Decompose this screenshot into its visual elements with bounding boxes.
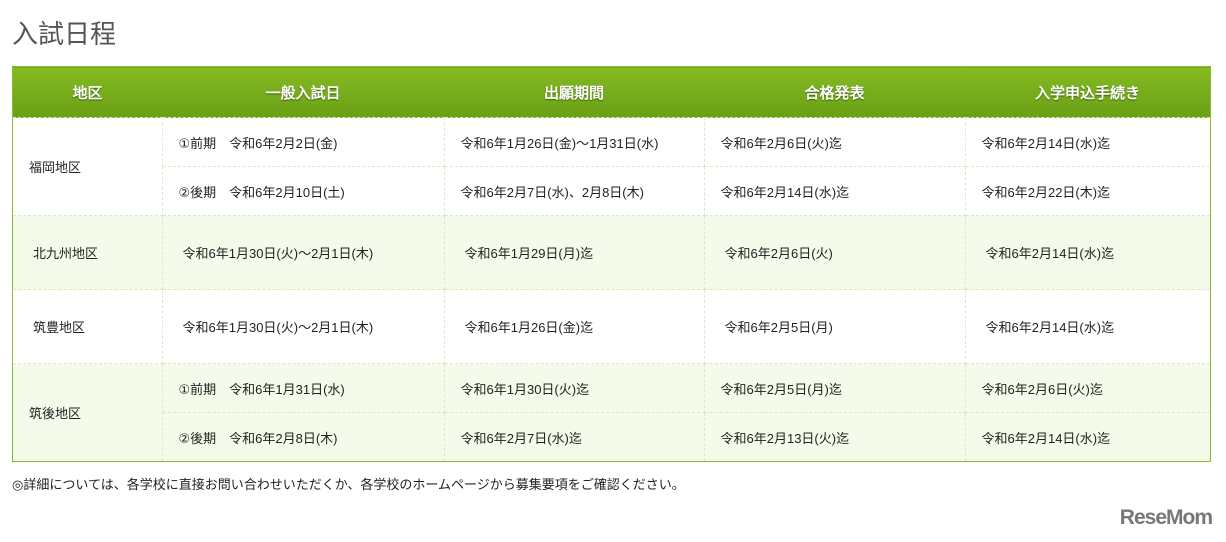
table-row: ②後期 令和6年2月10日(土) 令和6年2月7日(水)、2月8日(木) 令和6… [13, 166, 1211, 216]
cell: 令和6年2月6日(火)迄 [964, 363, 1211, 413]
cell: ②後期 令和6年2月8日(木) [161, 412, 445, 462]
table-row: ②後期 令和6年2月8日(木) 令和6年2月7日(水)迄 令和6年2月13日(火… [13, 412, 1211, 462]
cell: 令和6年1月29日(月)迄 [443, 215, 705, 290]
region-cell: 北九州地区 [12, 215, 163, 290]
table-row: 筑豊地区 令和6年1月30日(火)〜2月1日(木) 令和6年1月26日(金)迄 … [12, 289, 1211, 364]
table-row: 福岡地区 ①前期 令和6年2月2日(金) 令和6年1月26日(金)〜1月31日(… [12, 117, 1211, 216]
cell: 令和6年2月14日(水)迄 [964, 289, 1211, 364]
table-row: 筑後地区 ①前期 令和6年1月31日(水) 令和6年1月30日(火)迄 令和6年… [12, 363, 1211, 462]
header-application: 出願期間 [444, 66, 704, 118]
region-cell: 福岡地区 [12, 117, 163, 216]
cell: 令和6年2月7日(水)迄 [443, 412, 705, 462]
cell: ②後期 令和6年2月10日(土) [161, 166, 445, 216]
cell: 令和6年2月14日(水)迄 [703, 166, 966, 216]
cell: 令和6年2月14日(水)迄 [964, 215, 1211, 290]
cell: 令和6年2月7日(水)、2月8日(木) [443, 166, 705, 216]
header-result: 合格発表 [704, 66, 965, 118]
cell: 令和6年1月26日(金)〜1月31日(水) [443, 117, 705, 167]
cell: 令和6年2月6日(火) [703, 215, 966, 290]
cell: 令和6年2月14日(水)迄 [964, 117, 1211, 167]
header-exam-date: 一般入試日 [162, 66, 444, 118]
header-region: 地区 [12, 66, 162, 118]
footnote: ◎詳細については、各学校に直接お問い合わせいただくか、各学校のホームページから募… [12, 477, 685, 492]
cell: 令和6年2月5日(月)迄 [703, 363, 966, 413]
cell: 令和6年1月30日(火)〜2月1日(木) [161, 289, 445, 364]
header-row: 地区 一般入試日 出願期間 合格発表 入学申込手続き [12, 66, 1211, 118]
cell: 令和6年2月13日(火)迄 [703, 412, 966, 462]
cell: 令和6年2月14日(水)迄 [964, 412, 1211, 462]
page-title: 入試日程 [12, 19, 117, 49]
cell: 令和6年1月30日(火)迄 [443, 363, 705, 413]
cell: 令和6年1月26日(金)迄 [443, 289, 705, 364]
cell: 令和6年2月6日(火)迄 [703, 117, 966, 167]
cell: 令和6年2月5日(月) [703, 289, 966, 364]
cell: ①前期 令和6年1月31日(水) [161, 363, 445, 413]
cell: 令和6年1月30日(火)〜2月1日(木) [161, 215, 445, 290]
cell: 令和6年2月22日(木)迄 [964, 166, 1211, 216]
resemom-logo: ReseMom [1119, 506, 1213, 529]
region-cell: 筑後地区 [12, 363, 163, 462]
schedule-table: 地区 一般入試日 出願期間 合格発表 入学申込手続き 福岡地区 ①前期 令和6年… [12, 66, 1211, 462]
header-enrollment: 入学申込手続き [965, 66, 1211, 118]
table-row: 北九州地区 令和6年1月30日(火)〜2月1日(木) 令和6年1月29日(月)迄… [12, 215, 1211, 290]
cell: ①前期 令和6年2月2日(金) [161, 117, 445, 167]
region-cell: 筑豊地区 [12, 289, 163, 364]
